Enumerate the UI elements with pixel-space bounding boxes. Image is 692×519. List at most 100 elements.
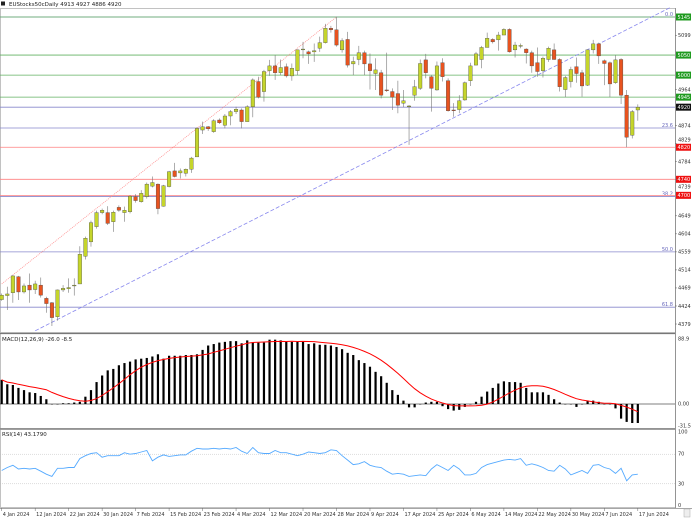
bull-candle-body: [479, 47, 484, 60]
price-line-label: 5145: [678, 15, 691, 21]
candle: [334, 16, 339, 47]
candle: [61, 285, 66, 292]
bear-candle-body: [133, 196, 138, 201]
bear-candle-body: [239, 109, 244, 122]
macd-bar: [340, 349, 344, 404]
candle: [49, 301, 54, 327]
scroll-right-button[interactable]: [683, 508, 691, 518]
rsi-title: RSI(14) 43.1790: [2, 432, 47, 438]
candle: [356, 45, 361, 66]
candle: [267, 59, 272, 76]
candle: [440, 58, 445, 82]
bull-candle-body: [261, 71, 266, 92]
bear-candle-body: [256, 81, 261, 98]
macd-bar: [140, 358, 143, 404]
bull-candle-body: [295, 49, 300, 71]
bear-candle-body: [273, 65, 278, 73]
bull-candle-body: [144, 183, 149, 197]
macd-bar: [335, 346, 338, 404]
macd-bar: [6, 384, 9, 404]
bear-candle-body: [384, 89, 389, 91]
macd-bar: [631, 404, 634, 424]
time-axis-label: 22 Jan 2024: [70, 512, 100, 518]
macd-bar: [285, 341, 288, 404]
macd-bar: [39, 395, 42, 404]
candle: [44, 296, 49, 313]
time-axis-label: 23 Feb 2024: [204, 512, 235, 518]
candle: [518, 43, 523, 49]
candle: [261, 69, 266, 102]
macd-bar: [84, 396, 87, 404]
price-line-label: 5050: [678, 53, 691, 59]
candle: [5, 286, 10, 310]
price-line-tag: [676, 51, 691, 59]
candle: [635, 104, 640, 121]
bull-candle-body: [111, 212, 116, 222]
macd-bar: [402, 400, 405, 404]
bull-candle-body: [635, 107, 640, 111]
candle: [429, 75, 434, 112]
time-axis-label: 15 Feb 2024: [170, 512, 201, 518]
macd-bar: [201, 349, 204, 404]
macd-bar: [28, 392, 31, 404]
macd-bar: [0, 379, 3, 404]
bull-candle-body: [61, 288, 66, 291]
macd-bar: [246, 340, 249, 404]
candle: [630, 109, 635, 139]
macd-title: MACD(12,26,9) -26.0 -8.5: [2, 337, 73, 343]
macd-bar: [218, 342, 221, 404]
candle: [256, 76, 261, 99]
candle: [412, 79, 417, 101]
candle: [328, 25, 333, 33]
bull-candle-body: [72, 284, 77, 287]
macd-bar: [541, 392, 545, 404]
macd-bar: [195, 354, 199, 404]
candle: [161, 184, 166, 207]
macd-bar: [179, 355, 182, 404]
macd-signal-line: [1, 340, 639, 413]
rsi-axis-label: 70: [678, 452, 684, 458]
bull-candle-body: [195, 128, 199, 158]
bull-candle-body: [89, 222, 93, 243]
candle: [139, 190, 144, 203]
macd-bar: [11, 384, 14, 404]
candle: [22, 283, 26, 294]
macd-bar: [385, 382, 388, 404]
bull-candle-body: [161, 185, 166, 207]
macd-bar: [575, 404, 578, 407]
chart-title: EUStocks50cDaily 4913 4927 4886 4920: [9, 2, 122, 8]
bull-candle-body: [211, 120, 216, 132]
candle: [513, 41, 518, 58]
bull-candle-body: [22, 285, 26, 293]
candle: [401, 89, 406, 108]
bear-candle-body: [38, 284, 43, 296]
macd-bar: [329, 345, 333, 404]
macd-bar: [313, 343, 316, 404]
bull-candle-body: [55, 289, 60, 317]
bull-candle-body: [501, 29, 506, 36]
chart-menu-icon[interactable]: [1, 1, 5, 6]
bull-candle-body: [228, 111, 233, 117]
bull-candle-body: [189, 157, 194, 170]
bull-candle-body: [10, 275, 15, 293]
macd-bar: [625, 404, 628, 422]
bull-candle-body: [122, 210, 127, 213]
candle: [94, 210, 99, 229]
candle: [390, 88, 395, 110]
macd-bar: [212, 344, 215, 404]
macd-bar: [296, 341, 299, 404]
price-line-tag: [676, 93, 691, 101]
macd-bar: [374, 371, 377, 404]
bear-candle-body: [395, 93, 400, 106]
candle: [490, 38, 495, 44]
candle: [418, 59, 423, 90]
candle: [38, 277, 43, 298]
macd-bar: [274, 339, 277, 404]
time-axis-label: 4 Mar 2024: [237, 512, 266, 518]
price-line-label: 5000: [678, 73, 691, 79]
bear-candle-body: [490, 39, 495, 43]
price-line-label: 4945: [678, 95, 691, 101]
candle: [591, 39, 596, 54]
candle: [89, 220, 93, 247]
